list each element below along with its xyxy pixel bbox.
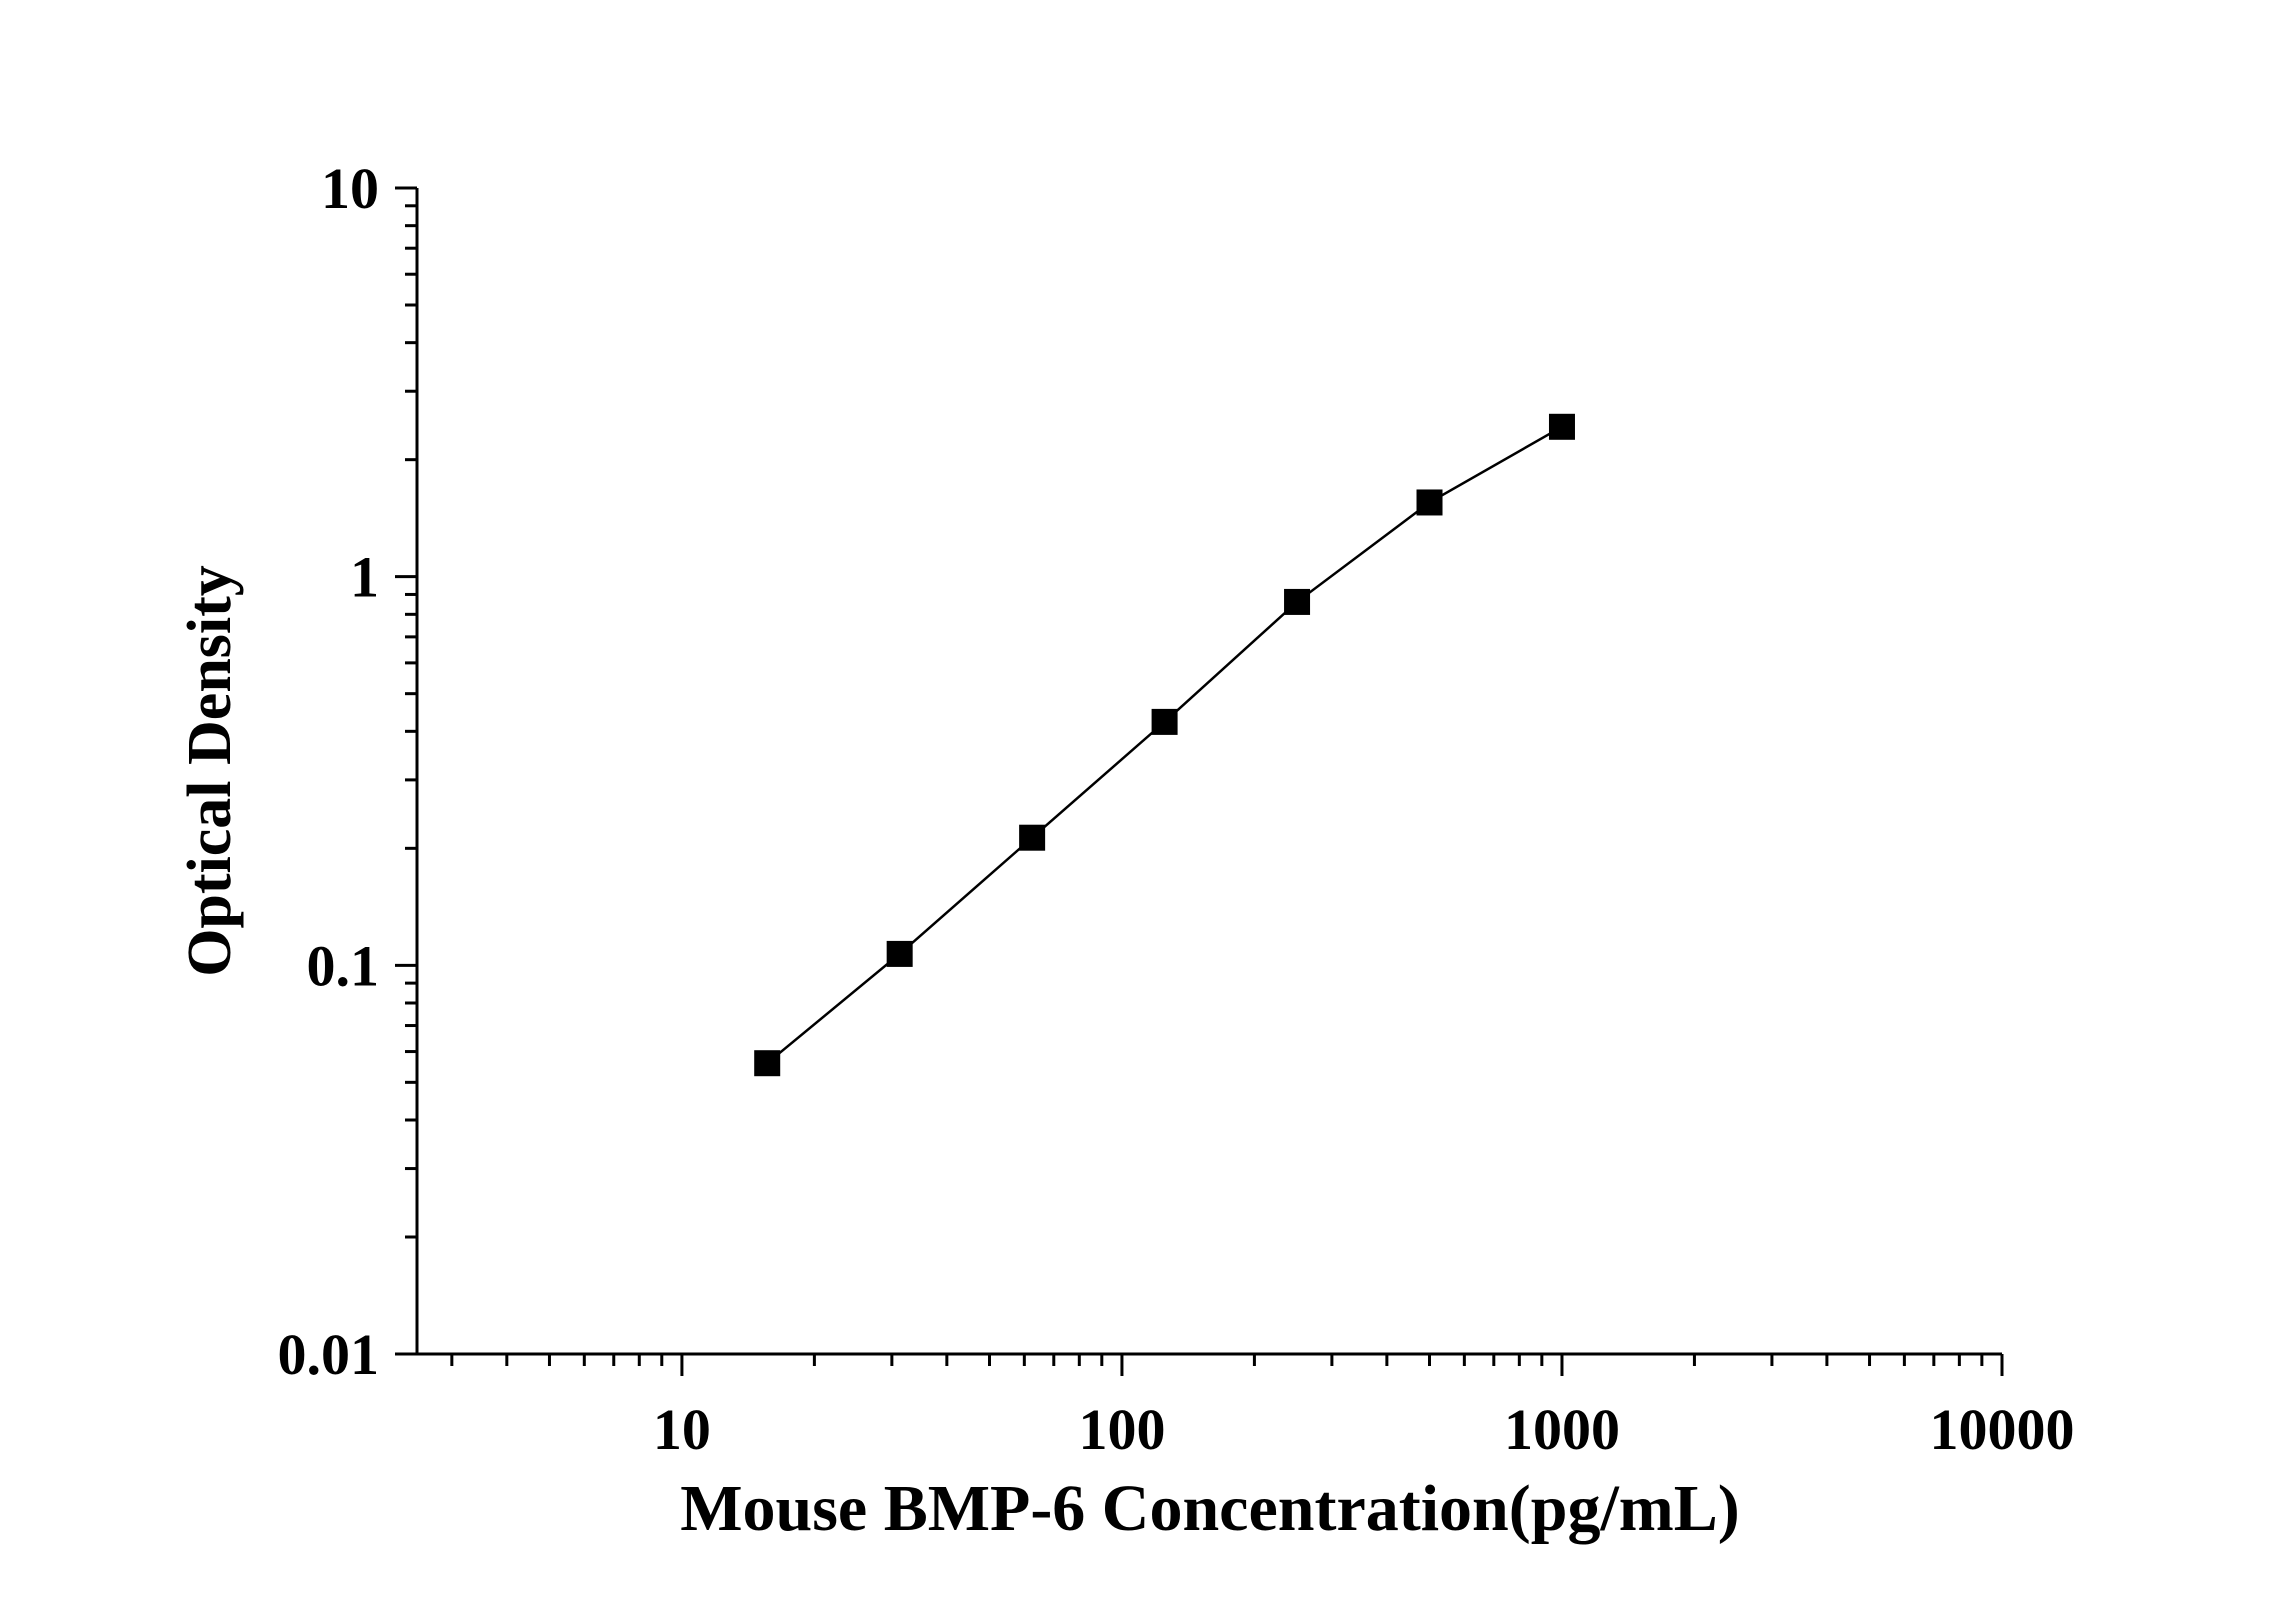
y-axis-label: Optical Density	[176, 565, 244, 977]
y-tick-label: 1	[350, 545, 379, 610]
x-tick-label: 10	[653, 1397, 711, 1462]
x-tick-label: 10000	[1930, 1397, 2075, 1462]
data-point	[886, 940, 913, 967]
x-tick-label: 100	[1078, 1397, 1165, 1462]
data-point	[1019, 824, 1046, 851]
x-tick-label: 1000	[1504, 1397, 1620, 1462]
y-tick-label: 10	[321, 156, 379, 221]
data-point	[1284, 588, 1311, 615]
data-point	[1416, 489, 1443, 516]
data-series	[754, 413, 1575, 1077]
y-tick-label: 0.01	[278, 1322, 380, 1387]
axes: 10 100 1000 10000 0.01 0.1 1 10	[278, 156, 2075, 1462]
series-line	[766, 425, 1563, 1065]
data-point	[1151, 708, 1178, 735]
x-axis-label: Mouse BMP-6 Concentration(pg/mL)	[680, 1472, 1740, 1545]
data-point	[754, 1050, 781, 1077]
y-tick-label: 0.1	[307, 933, 380, 998]
data-point	[1548, 413, 1575, 440]
